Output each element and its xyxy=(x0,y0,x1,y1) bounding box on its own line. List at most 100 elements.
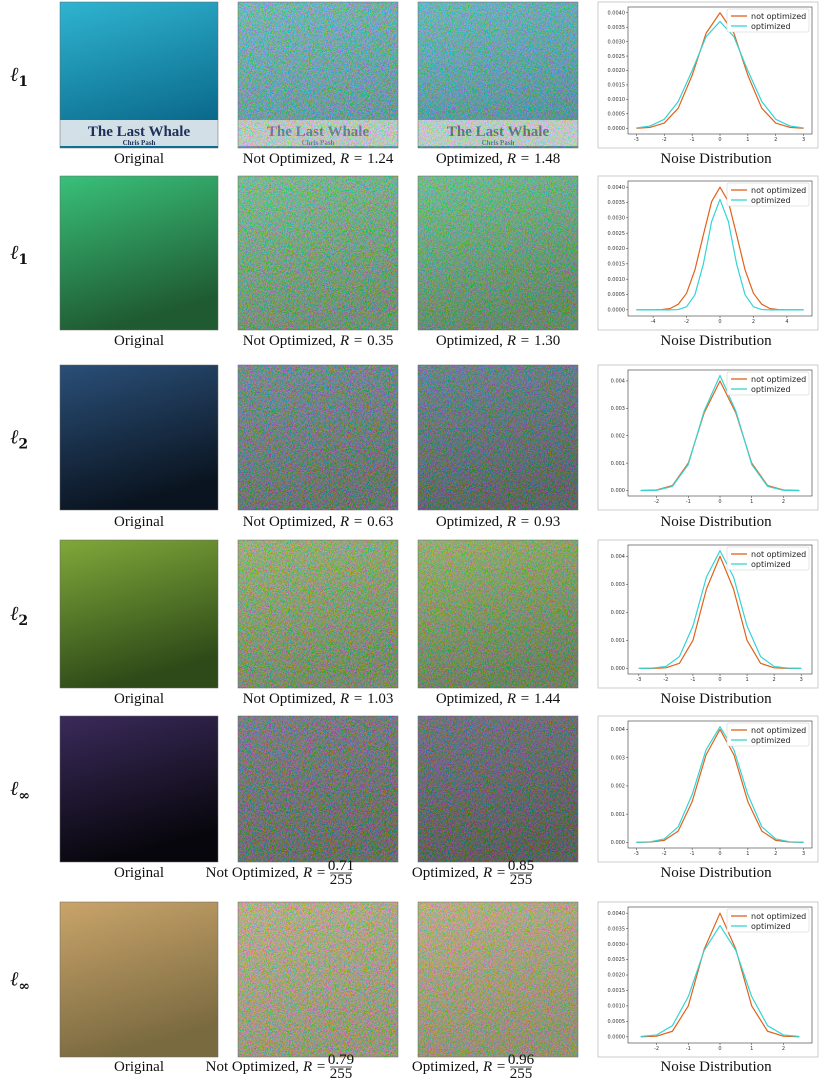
image-border xyxy=(417,175,579,331)
y-tick-label: 0.0040 xyxy=(608,911,626,917)
y-tick-label: 0.0015 xyxy=(608,988,626,994)
caption-prefix: Not Optimized, xyxy=(243,333,336,349)
y-tick-label: 0.0000 xyxy=(608,126,626,132)
caption-value: 1.24 xyxy=(367,151,394,167)
row-label: ℓ2 xyxy=(10,601,28,629)
series-line xyxy=(636,726,804,843)
y-tick-label: 0.0035 xyxy=(608,200,626,206)
image-border xyxy=(237,539,399,689)
y-tick-label: 0.0020 xyxy=(608,246,626,252)
x-tick-label: 1 xyxy=(750,1046,753,1052)
image-border xyxy=(417,901,579,1058)
norm-subscript: 1 xyxy=(18,74,28,90)
caption: Optimized, R = xyxy=(412,1059,506,1075)
image-border xyxy=(417,539,579,689)
x-tick-label: 2 xyxy=(782,499,785,505)
caption-prefix: Optimized, xyxy=(436,691,503,707)
caption: Optimized, R = 1.44 xyxy=(436,691,561,707)
image-border xyxy=(417,1,579,149)
norm-symbol: ℓ xyxy=(10,62,19,86)
y-tick-label: 0.003 xyxy=(611,582,625,588)
caption: Optimized, R = xyxy=(412,865,506,881)
chart-caption: Noise Distribution xyxy=(660,1059,772,1075)
x-tick-label: -3 xyxy=(634,851,639,857)
caption-prefix: Not Optimized, xyxy=(243,691,336,707)
caption-r: R = xyxy=(506,151,530,167)
caption: Not Optimized, R = 0.35 xyxy=(243,333,394,349)
x-tick-label: -2 xyxy=(654,499,659,505)
y-tick-label: 0.001 xyxy=(611,812,625,818)
norm-subscript: 2 xyxy=(18,613,28,629)
x-tick-label: -4 xyxy=(651,319,656,325)
noise-overlay xyxy=(238,540,398,688)
caption-prefix: Not Optimized, xyxy=(206,1059,299,1075)
series-line xyxy=(636,728,804,843)
caption: Not Optimized, R = 1.03 xyxy=(243,691,394,707)
series-line xyxy=(640,374,800,492)
image-placeholder xyxy=(60,716,218,862)
y-tick-label: 0.0005 xyxy=(608,111,626,117)
caption-r: R = xyxy=(482,865,506,881)
image-border xyxy=(59,175,219,331)
y-tick-label: 0.0030 xyxy=(608,216,626,222)
y-tick-label: 0.002 xyxy=(611,433,625,439)
chart-caption: Noise Distribution xyxy=(660,691,772,707)
legend-label: not optimized xyxy=(751,186,806,195)
y-tick-label: 0.004 xyxy=(611,379,625,385)
chart-caption: Noise Distribution xyxy=(660,514,772,530)
y-tick-label: 0.003 xyxy=(611,406,625,412)
x-tick-label: -1 xyxy=(686,499,691,505)
chart-caption: Noise Distribution xyxy=(660,865,772,881)
image-border xyxy=(59,1,219,149)
y-tick-label: 0.0010 xyxy=(608,97,626,103)
norm-subscript: 2 xyxy=(18,437,28,453)
legend-box xyxy=(726,722,810,747)
y-tick-label: 0.000 xyxy=(611,488,625,494)
y-tick-label: 0.0005 xyxy=(608,1019,626,1025)
caption-r: R = xyxy=(302,865,326,881)
y-tick-label: 0.000 xyxy=(611,666,625,672)
image-placeholder xyxy=(60,176,218,330)
y-tick-label: 0.0020 xyxy=(608,68,626,74)
caption: Original xyxy=(114,691,164,707)
noise-overlay xyxy=(238,716,398,862)
noise-overlay xyxy=(418,540,578,688)
image-border xyxy=(59,539,219,689)
caption-r: R = xyxy=(506,691,530,707)
y-tick-label: 0.0030 xyxy=(608,39,626,45)
caption-value: 0.93 xyxy=(534,514,560,530)
caption: Not Optimized, R = xyxy=(206,865,326,881)
row-label: ℓ1 xyxy=(10,240,28,268)
y-tick-label: 0.001 xyxy=(611,461,625,467)
caption-r: R = xyxy=(482,1059,506,1075)
y-tick-label: 0.0025 xyxy=(608,231,626,237)
x-tick-label: 4 xyxy=(785,319,788,325)
legend-box xyxy=(726,546,810,571)
image-border xyxy=(237,1,399,149)
caption: Original xyxy=(114,151,164,167)
row-label: ℓ1 xyxy=(10,62,28,90)
y-tick-label: 0.0000 xyxy=(608,1035,626,1041)
x-tick-label: 2 xyxy=(752,319,755,325)
x-tick-label: 0 xyxy=(718,851,721,857)
image-text: The Last Whale xyxy=(88,124,191,140)
x-tick-label: 1 xyxy=(745,677,748,683)
x-tick-label: 2 xyxy=(773,677,776,683)
series-line xyxy=(638,550,802,669)
legend-label: not optimized xyxy=(751,912,806,921)
caption-value: 1.03 xyxy=(367,691,393,707)
y-tick-label: 0.000 xyxy=(611,840,625,846)
caption-r: R = xyxy=(339,514,363,530)
image-border xyxy=(59,901,219,1058)
y-tick-label: 0.004 xyxy=(611,727,625,733)
noise-overlay xyxy=(418,176,578,330)
x-tick-label: 0 xyxy=(718,1046,721,1052)
caption: Optimized, R = 1.30 xyxy=(436,333,560,349)
noise-overlay xyxy=(238,2,398,148)
caption-prefix: Not Optimized, xyxy=(243,514,336,530)
caption-r: R = xyxy=(506,514,530,530)
image-border xyxy=(417,364,579,511)
legend-label: optimized xyxy=(751,922,791,931)
legend-box xyxy=(726,182,810,207)
x-tick-label: 1 xyxy=(746,851,749,857)
